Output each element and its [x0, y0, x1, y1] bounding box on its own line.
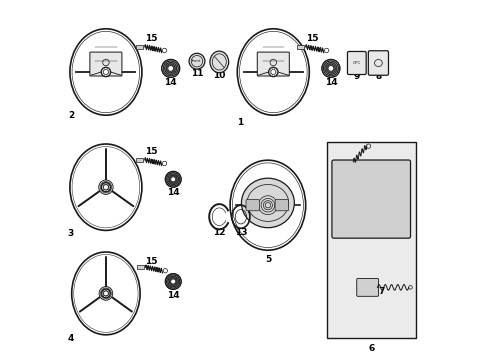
Text: 10: 10	[213, 71, 225, 80]
Ellipse shape	[241, 178, 294, 228]
Text: 3: 3	[68, 229, 74, 238]
Text: 11: 11	[190, 69, 203, 78]
Text: 8: 8	[374, 72, 381, 81]
Circle shape	[189, 53, 204, 69]
Text: 7: 7	[377, 287, 384, 296]
Text: 15: 15	[144, 148, 157, 156]
Circle shape	[101, 289, 110, 298]
FancyBboxPatch shape	[347, 51, 366, 75]
Bar	[137, 265, 143, 269]
Text: 15: 15	[145, 256, 158, 265]
Circle shape	[321, 59, 339, 77]
Text: 14: 14	[166, 188, 179, 197]
FancyBboxPatch shape	[245, 199, 259, 211]
Bar	[297, 45, 303, 49]
Circle shape	[165, 171, 181, 187]
Bar	[326, 142, 415, 338]
Text: OPC: OPC	[352, 61, 360, 65]
FancyBboxPatch shape	[275, 199, 288, 211]
Bar	[136, 158, 142, 162]
FancyBboxPatch shape	[90, 52, 122, 76]
Text: 15: 15	[144, 34, 157, 43]
Circle shape	[162, 59, 179, 77]
Text: 12: 12	[213, 228, 225, 237]
FancyBboxPatch shape	[257, 52, 289, 76]
Ellipse shape	[209, 51, 228, 73]
FancyBboxPatch shape	[356, 279, 378, 296]
Circle shape	[101, 183, 110, 192]
Circle shape	[101, 67, 110, 77]
Text: 5: 5	[264, 256, 270, 264]
Circle shape	[165, 274, 181, 289]
Text: 13: 13	[234, 228, 246, 237]
Text: 14: 14	[324, 78, 337, 87]
Text: front: front	[192, 59, 201, 63]
FancyBboxPatch shape	[331, 160, 410, 238]
Text: 2: 2	[68, 111, 74, 120]
Circle shape	[99, 287, 113, 300]
Circle shape	[268, 67, 277, 77]
Text: 14: 14	[166, 291, 179, 300]
FancyBboxPatch shape	[367, 51, 387, 75]
Text: 15: 15	[305, 34, 318, 43]
Text: 6: 6	[367, 344, 374, 353]
Circle shape	[99, 180, 113, 194]
Text: 4: 4	[68, 334, 74, 343]
Text: 14: 14	[164, 78, 177, 87]
Text: 1: 1	[237, 118, 243, 127]
Bar	[136, 45, 142, 49]
Text: 9: 9	[353, 72, 359, 81]
